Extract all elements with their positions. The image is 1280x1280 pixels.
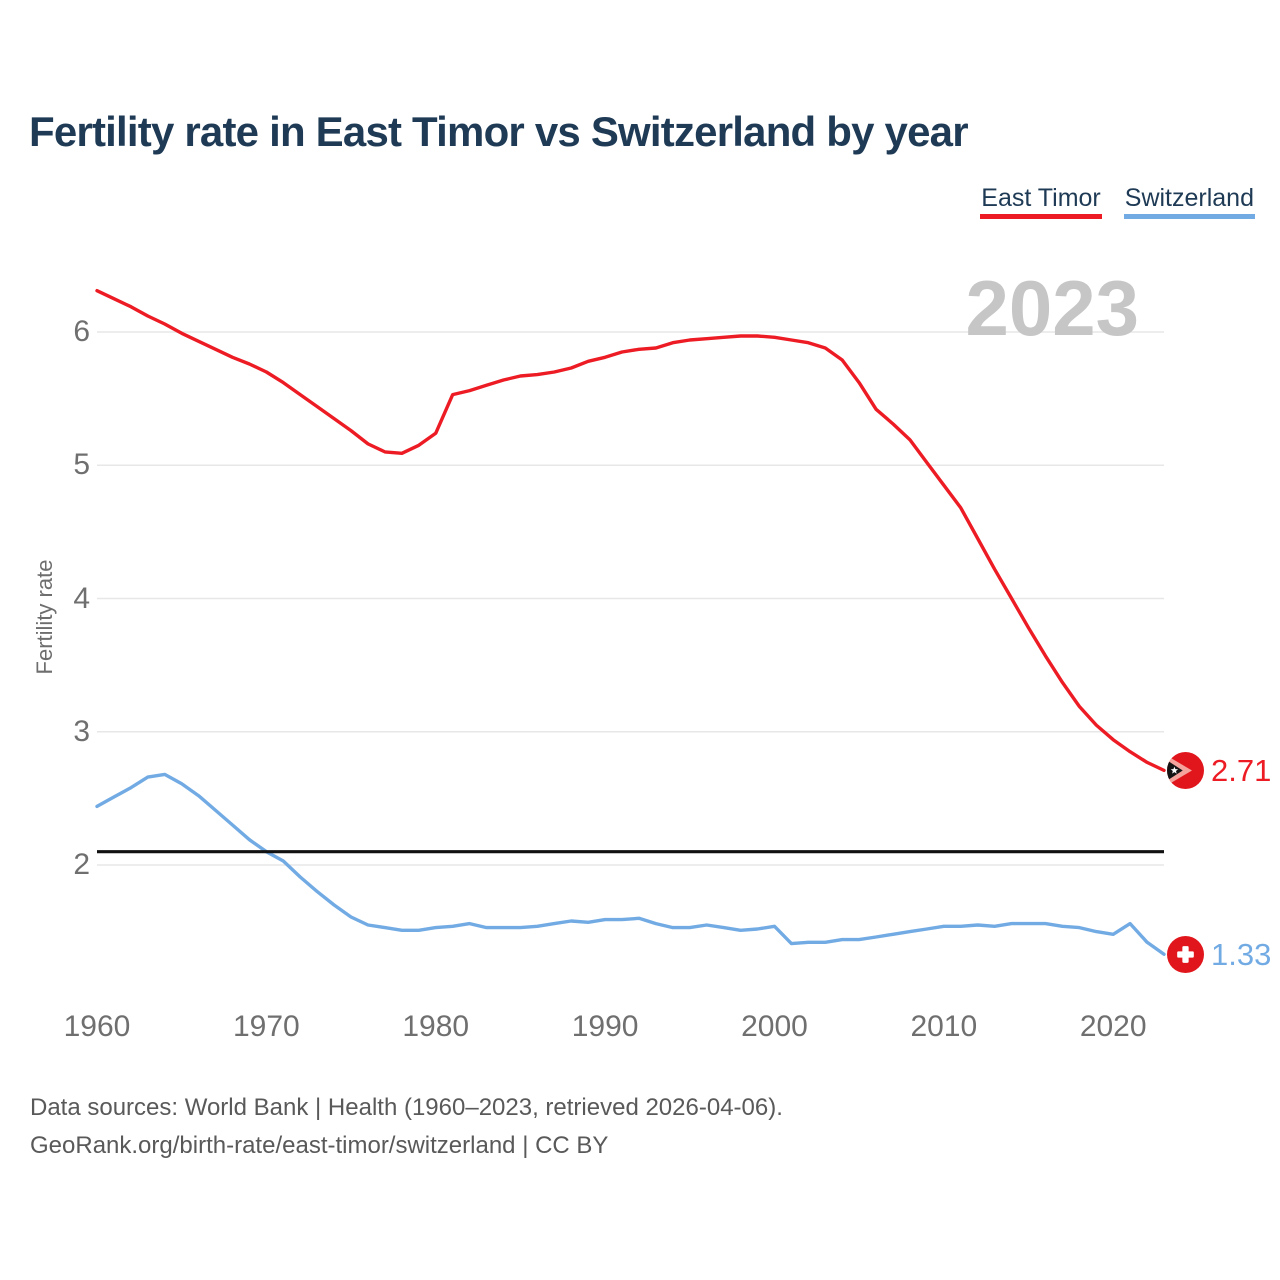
- x-tick-label-1970: 1970: [232, 1010, 300, 1043]
- y-tick-label-2: 2: [73, 848, 90, 881]
- east-timor-end-value: 2.71: [1211, 752, 1272, 788]
- legend: East Timor Switzerland: [980, 184, 1255, 219]
- legend-label-east-timor: East Timor: [981, 184, 1101, 212]
- legend-label-switzerland: Switzerland: [1124, 184, 1254, 212]
- x-tick-label-2010: 2010: [910, 1010, 978, 1043]
- legend-underline-east-timor: [980, 214, 1102, 219]
- x-tick-label-1990: 1990: [571, 1010, 639, 1043]
- x-tick-label-1980: 1980: [402, 1010, 470, 1043]
- switzerland-end-value: 1.33: [1211, 936, 1272, 972]
- legend-item-switzerland[interactable]: Switzerland: [1123, 184, 1255, 219]
- footer-attribution: GeoRank.org/birth-rate/east-timor/switze…: [30, 1132, 609, 1159]
- y-tick-label-3: 3: [73, 714, 90, 748]
- footer-data-sources: Data sources: World Bank | Health (1960–…: [30, 1094, 783, 1121]
- legend-item-east-timor[interactable]: East Timor: [980, 184, 1102, 219]
- east-timor-flag-icon: [1167, 751, 1204, 789]
- page-title: Fertility rate in East Timor vs Switzerl…: [29, 108, 969, 155]
- x-tick-label-2000: 2000: [741, 1010, 808, 1043]
- y-tick-label-6: 6: [73, 315, 90, 348]
- y-tick-label-5: 5: [73, 448, 90, 482]
- year-watermark: 2023: [965, 264, 1139, 352]
- x-tick-label-1960: 1960: [63, 1010, 131, 1043]
- legend-underline-switzerland: [1123, 214, 1255, 219]
- y-axis-title: Fertility rate: [32, 559, 57, 675]
- series-line-east-timor: [95, 289, 1166, 773]
- endpoint-east-timor: 2.71: [1167, 751, 1272, 789]
- series-line-switzerland: [95, 772, 1166, 956]
- switzerland-flag-icon: [1167, 935, 1204, 973]
- y-tick-label-4: 4: [73, 581, 90, 615]
- x-tick-label-2020: 2020: [1079, 1010, 1147, 1043]
- endpoint-switzerland: 1.33: [1167, 935, 1272, 973]
- footer: Data sources: World Bank | Health (1960–…: [30, 1089, 783, 1165]
